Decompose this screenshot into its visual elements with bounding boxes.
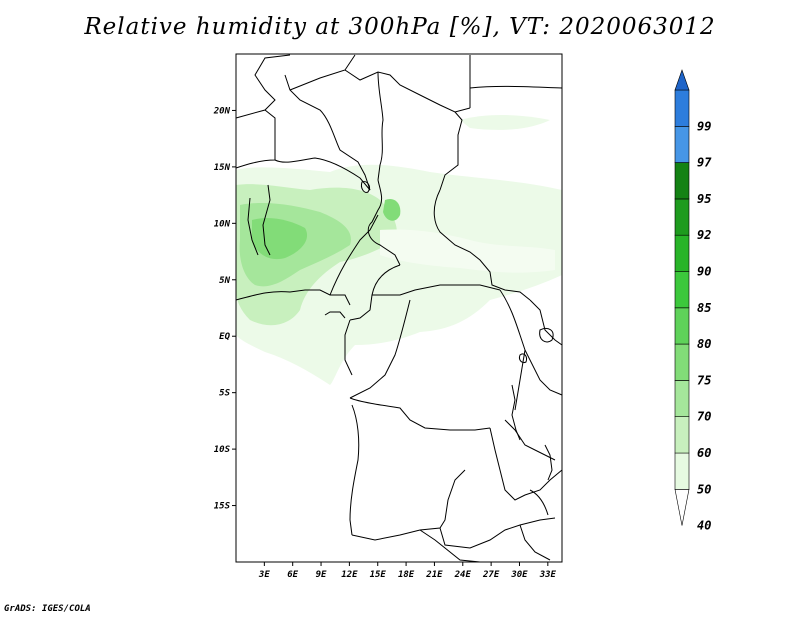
colorbar-swatch [674, 416, 690, 454]
credit-label: GrADS: IGES/COLA [4, 604, 91, 614]
country-borders [235, 54, 563, 563]
colorbar-swatch [674, 126, 690, 163]
lon-tick-label: 27E [482, 570, 500, 580]
lon-axis: 3E 6E 9E 12E 15E 18E 21E 24E 27E 30E 33E [258, 562, 557, 580]
humidity-patch-east [383, 198, 401, 221]
colorbar-label: 97 [697, 156, 712, 170]
humidity-patch-north [460, 115, 550, 130]
colorbar-label: 70 [697, 410, 711, 424]
colorbar-swatch [674, 380, 690, 417]
colorbar-label: 50 [697, 482, 711, 496]
colorbar-swatch [674, 452, 690, 490]
colorbar-label: 85 [697, 301, 711, 315]
lon-tick-label: 9E [316, 570, 327, 580]
lat-tick-label: 15S [214, 502, 231, 512]
lon-tick-label: 18E [398, 570, 415, 580]
colorbar-label: 95 [697, 192, 711, 206]
colorbar-label: 75 [697, 373, 711, 387]
colorbar-label: 99 [697, 119, 711, 133]
lon-tick-label: 24E [454, 570, 472, 580]
map-title: Relative humidity at 300hPa [%], VT: 202… [84, 14, 716, 40]
colorbar-label: 90 [697, 265, 711, 279]
lake-chad [361, 181, 370, 193]
lake-tanganyika [511, 384, 521, 441]
lon-tick-label: 21E [425, 570, 443, 580]
colorbar-label: 80 [697, 337, 711, 351]
colorbar-label: 60 [697, 446, 711, 460]
lon-tick-label: 6E [287, 570, 298, 580]
colorbar-label: 92 [697, 228, 711, 242]
colorbar: 40 50 60 70 75 80 85 90 92 95 97 99 [674, 69, 712, 533]
colorbar-swatch [674, 234, 690, 272]
lat-tick-label: 15N [214, 163, 231, 173]
lake-victoria [539, 327, 554, 343]
colorbar-swatch [674, 271, 690, 309]
lat-tick-label: 20N [213, 106, 231, 116]
lon-tick-label: 30E [510, 570, 528, 580]
lon-tick-label: 3E [258, 570, 270, 580]
colorbar-swatch [674, 69, 690, 91]
lat-tick-label: EQ [219, 332, 230, 342]
colorbar-swatch [674, 489, 690, 526]
lake-malawi [544, 444, 553, 481]
colorbar-swatch [674, 307, 690, 345]
colorbar-swatch [674, 198, 690, 236]
colorbar-label: 40 [697, 519, 711, 533]
lon-tick-label: 33E [539, 570, 557, 580]
lake-kivu [519, 353, 527, 363]
lakes [361, 181, 554, 481]
colorbar-swatch [674, 89, 690, 127]
lat-axis: 20N 15N 10N 5N EQ 5S 10S 15S [213, 106, 236, 512]
lat-tick-label: 10S [214, 445, 231, 455]
map-frame [235, 53, 563, 563]
colorbar-swatch [674, 162, 690, 200]
lon-tick-label: 15E [370, 570, 387, 580]
lat-tick-label: 5N [219, 276, 230, 286]
humidity-field [236, 115, 562, 385]
lon-tick-label: 12E [341, 570, 358, 580]
humidity-band-75 [252, 217, 308, 260]
lat-tick-label: 5S [219, 389, 230, 399]
lat-tick-label: 10N [214, 219, 231, 229]
colorbar-swatch [674, 343, 690, 381]
